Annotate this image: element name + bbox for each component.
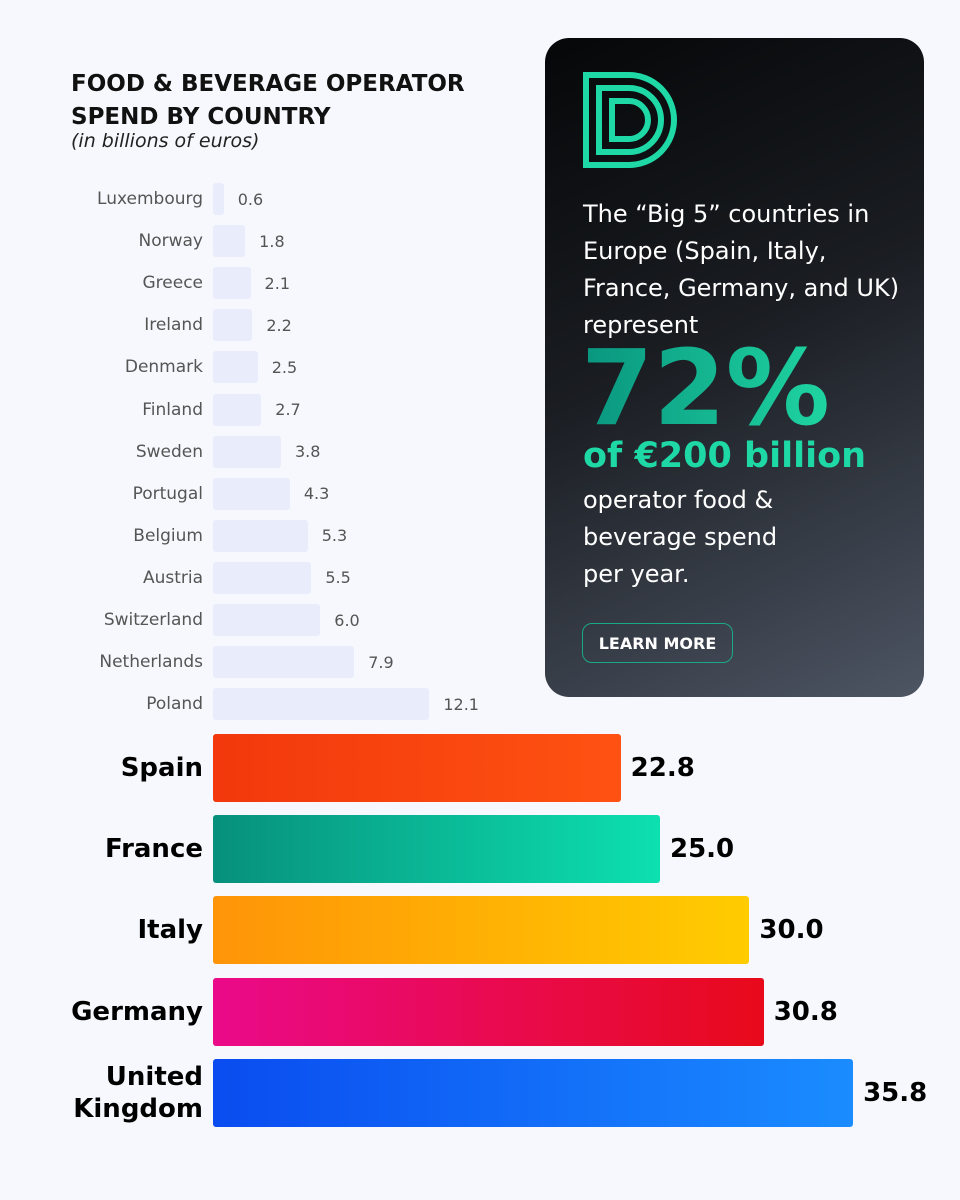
value-label: 1.8 [259,231,285,251]
category-label: Netherlands [99,652,203,673]
bar [213,604,321,636]
callout-card: The “Big 5” countries in Europe (Spain, … [545,38,924,697]
callout-lead: The “Big 5” countries in Europe (Spain, … [583,200,900,339]
category-label: Ireland [144,315,203,336]
value-label: 30.8 [773,996,838,1027]
bar [213,267,251,300]
value-label: 22.8 [630,753,695,783]
category-label: Switzerland [103,610,203,630]
bar [213,646,355,679]
value-label: 5.5 [325,568,351,588]
category-label: Belgium [133,525,203,546]
bar [213,393,262,426]
category-label: Greece [142,273,203,294]
value-label: 0.6 [237,189,264,209]
bar [213,561,312,594]
bar [213,896,750,965]
value-label: 2.5 [271,357,298,377]
category-label: Germany [71,996,203,1027]
category-label: Luxembourg [97,189,203,209]
bar [213,477,290,510]
value-label: 2.7 [275,400,301,419]
value-label: 25.0 [670,834,735,865]
category-label: Finland [142,399,203,420]
value-label: 35.8 [863,1077,928,1108]
bar [213,519,308,552]
value-label: 3.8 [294,442,321,462]
bar [213,1058,854,1127]
bar [213,183,224,215]
bar [213,977,764,1046]
value-label: 30.0 [759,915,824,946]
bar [213,688,430,721]
bar [213,225,246,258]
category-label: United Kingdom [73,1061,203,1124]
value-label: 2.2 [266,315,292,335]
value-label: 5.3 [321,526,348,546]
chart-title: FOOD & BEVERAGE OPERATOR SPEND BY COUNTR… [71,71,465,130]
bar [213,351,258,384]
bar [213,435,281,468]
category-label: Spain [120,753,203,783]
value-label: 2.1 [264,273,290,293]
category-label: Norway [138,231,204,252]
category-label: Denmark [124,357,203,378]
category-label: Italy [137,915,203,946]
chart-subtitle: (in billions of euros) [71,130,260,152]
value-label: 4.3 [303,484,330,504]
learn-more-button[interactable]: LEARN MORE [582,623,733,663]
callout-highlight: of €200 billion [583,436,867,476]
value-label: 7.9 [368,652,394,672]
category-label: Austria [142,567,203,588]
category-label: Poland [146,694,203,715]
value-label: 12.1 [443,694,479,714]
bar [213,309,253,342]
logo [583,72,677,168]
category-label: Sweden [135,441,203,462]
bar [213,734,621,802]
callout-tail: operator food & beverage spend per year. [583,486,778,588]
value-label: 6.0 [334,610,360,630]
category-label: Portugal [132,483,203,504]
bar [213,815,660,884]
callout-figure: 72% [581,327,830,449]
category-label: France [104,834,203,865]
